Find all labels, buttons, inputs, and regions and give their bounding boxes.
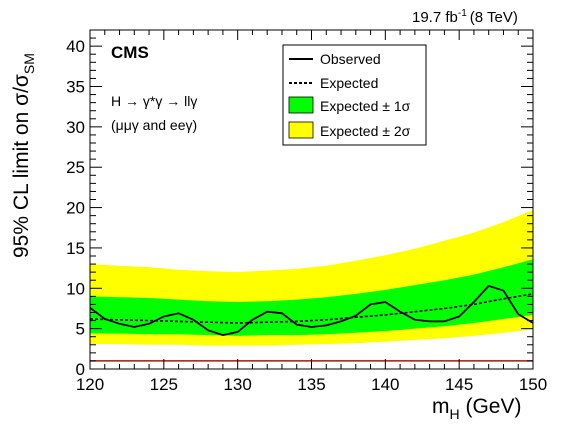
x-tick-label: 150 [519,375,547,394]
y-tick-label: 40 [66,37,85,56]
axes: 120 125 130 135 140 145 150 0 5 10 15 20 25 30 35 40 [66,29,547,394]
legend-band2-swatch [288,121,314,139]
legend-band1-label: Expected ± 1σ [320,98,411,114]
luminosity-label: 19.7 fb-1 (8 TeV) [412,8,518,26]
y-tick-label: 20 [66,199,85,218]
expected-line [89,293,534,324]
experiment-label: CMS [111,43,149,62]
legend-observed-label: Observed [320,51,381,67]
x-tick-label: 125 [150,375,178,394]
legend-band1-swatch [288,96,314,114]
y-tick-label: 35 [66,78,85,97]
x-tick-label: 145 [445,375,473,394]
y-tick-label: 5 [76,320,85,339]
x-tick-label: 140 [371,375,399,394]
y-tick-label: 30 [66,118,85,137]
legend-expected-label: Expected [320,75,378,91]
x-tick-label: 135 [297,375,325,394]
y-axis-title: 95% CL limit on σ/σSM [10,53,37,258]
process-label: H → γ*γ → llγ [111,93,197,109]
one-sigma-band [90,259,533,336]
y-tick-label: 10 [66,279,85,298]
y-tick-label: 15 [66,239,85,258]
legend-band2-label: Expected ± 2σ [320,123,411,139]
legend: Observed Expected Expected ± 1σ Expected… [282,44,427,146]
x-axis-title: mH (GeV) [432,395,521,422]
y-tick-label: 0 [76,360,85,379]
x-tick-label: 130 [223,375,251,394]
expected-bands [90,210,533,346]
observed-line [89,284,534,337]
x-tick-label: 120 [76,375,104,394]
channels-label: (μμγ and eeγ) [111,117,197,133]
y-tick-label: 25 [66,158,85,177]
